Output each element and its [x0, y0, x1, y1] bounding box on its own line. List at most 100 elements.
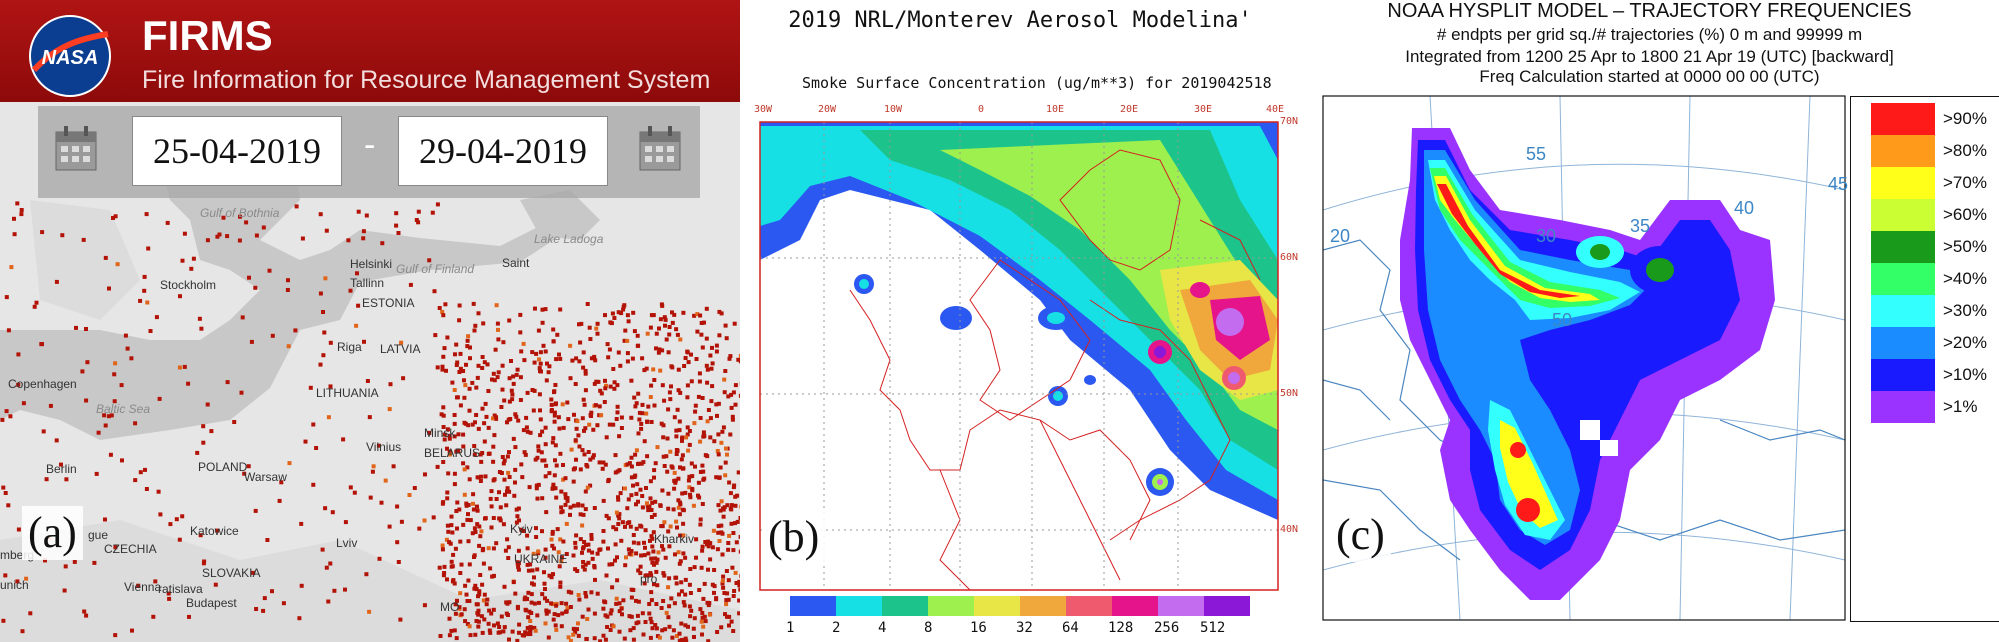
lat-label: 50N: [1280, 388, 1299, 399]
lon-label: 20W: [818, 104, 837, 115]
end-date-field[interactable]: 29-04-2019: [398, 116, 608, 186]
colorbar-swatch: [928, 596, 974, 616]
map-label: Minsk: [424, 426, 456, 440]
legend-label: >1%: [1943, 397, 1978, 416]
map-label: ESTONIA: [362, 296, 415, 310]
colorbar-label: 16: [970, 620, 987, 636]
legend-label: >10%: [1943, 365, 1987, 384]
frequency-legend: >90% >80% >70% >60% >50% >40% >30% >20% >10% >1%: [1850, 96, 1999, 622]
lon-label: 20E: [1120, 104, 1139, 115]
map-label: Helsinki: [350, 257, 393, 271]
legend-label: >90%: [1943, 109, 1987, 128]
lon-label: 10W: [884, 104, 903, 115]
map-label: Lake Ladoga: [534, 232, 604, 246]
date-range-bar: 25-04-2019 - 29-04-2019: [38, 106, 700, 198]
map-label: Katowice: [190, 524, 239, 538]
map-label: unich: [0, 578, 29, 592]
svg-text:NASA: NASA: [42, 47, 99, 69]
map-label: pro: [640, 572, 658, 586]
map-label: Saint: [502, 256, 530, 270]
legend-label: >20%: [1943, 333, 1987, 352]
colorbar-label: 4: [878, 620, 887, 636]
map-label: Kharkiv: [654, 532, 695, 546]
legend-swatch: [1871, 135, 1935, 167]
map-label: CZECHIA: [104, 542, 157, 556]
legend-swatch: [1871, 199, 1935, 231]
map-label: SLOVAKIA: [202, 566, 261, 580]
lon-label: 30E: [1194, 104, 1213, 115]
colorbar-swatch: [1020, 596, 1066, 616]
colorbar-swatch: [1158, 596, 1204, 616]
panel-label-c: (c): [1330, 508, 1391, 562]
colorbar-swatch: [790, 596, 836, 616]
hysplit-info-line: # endpts per grid sq./# trajectories (%)…: [1436, 25, 1863, 44]
legend-swatch: [1871, 391, 1935, 423]
map-label: POLAND: [198, 460, 248, 474]
map-label: Copenhagen: [8, 377, 77, 391]
map-label: LITHUANIA: [316, 386, 379, 400]
nrl-colorbar: [790, 596, 1250, 616]
legend-label: >30%: [1943, 301, 1987, 320]
colorbar-label: 128: [1108, 620, 1134, 636]
calendar-icon[interactable]: [54, 124, 98, 172]
lon-label: 10E: [1046, 104, 1065, 115]
lon-label: 0: [978, 104, 985, 115]
map-label: MO: [440, 600, 460, 614]
legend-label: >60%: [1943, 205, 1987, 224]
colorbar-label: 64: [1062, 620, 1079, 636]
lat-label: 70N: [1280, 116, 1299, 127]
firms-subtitle: Fire Information for Resource Management…: [142, 66, 711, 94]
colorbar-label: 32: [1016, 620, 1033, 636]
map-label: Lviv: [336, 536, 358, 550]
legend-swatch: [1871, 327, 1935, 359]
legend-swatch: [1871, 167, 1935, 199]
hysplit-info-line: Integrated from 1200 25 Apr to 1800 21 A…: [1405, 47, 1894, 66]
firms-header: NASA FIRMS Fire Information for Resource…: [0, 0, 740, 102]
colorbar-swatch: [1204, 596, 1250, 616]
colorbar-swatch: [1112, 596, 1158, 616]
map-label: Berlin: [46, 462, 77, 476]
nrl-smoke-map: [759, 121, 1279, 591]
colorbar-label: 512: [1200, 620, 1226, 636]
colorbar-label: 2: [832, 620, 841, 636]
legend-swatch: [1871, 231, 1935, 263]
lat-label: 40N: [1280, 524, 1299, 535]
legend-swatch: [1871, 359, 1935, 391]
fire-detections: [0, 201, 740, 642]
date-separator: -: [364, 126, 376, 164]
map-label: Baltic Sea: [96, 402, 151, 416]
legend-swatch: [1871, 295, 1935, 327]
grid-label: 45: [1828, 174, 1849, 194]
colorbar-label: 256: [1154, 620, 1180, 636]
nrl-title: 2019 NRL/Monterev Aerosol Modelina': [788, 8, 1252, 33]
hysplit-info-line: Freq Calculation started at 0000 00 00 (…: [1479, 67, 1820, 86]
grid-label: 55: [1526, 144, 1547, 164]
nasa-logo: NASA: [29, 15, 111, 97]
panel-label-b: (b): [762, 510, 826, 564]
map-label: Gulf of Finland: [396, 262, 475, 276]
firms-title: FIRMS: [142, 12, 273, 59]
map-label: Kyiv: [510, 522, 533, 536]
map-label: Tallinn: [350, 276, 385, 290]
map-label: Vilnius: [366, 440, 402, 454]
lon-label: 30W: [754, 104, 773, 115]
map-label: Gulf of Bothnia: [200, 206, 280, 220]
colorbar-label: 1: [786, 620, 795, 636]
legend-swatch: [1871, 263, 1935, 295]
lon-label: 40E: [1266, 104, 1285, 115]
firms-map-panel: NASA FIRMS Fire Information for Resource…: [0, 0, 740, 642]
colorbar-swatch: [974, 596, 1020, 616]
nrl-subtitle: Smoke Surface Concentration (ug/m**3) fo…: [802, 74, 1272, 92]
map-label: UKRAINE: [514, 552, 568, 566]
map-label: BELARUS: [424, 446, 481, 460]
legend-label: >40%: [1943, 269, 1987, 288]
colorbar-swatch: [836, 596, 882, 616]
calendar-icon[interactable]: [638, 124, 682, 172]
map-label: gue: [88, 528, 109, 542]
colorbar-label: 8: [924, 620, 933, 636]
grid-label: 35: [1630, 216, 1651, 236]
legend-swatch: [1871, 103, 1935, 135]
grid-label: 20: [1330, 226, 1351, 246]
hysplit-map: [1322, 95, 1846, 621]
start-date-field[interactable]: 25-04-2019: [132, 116, 342, 186]
